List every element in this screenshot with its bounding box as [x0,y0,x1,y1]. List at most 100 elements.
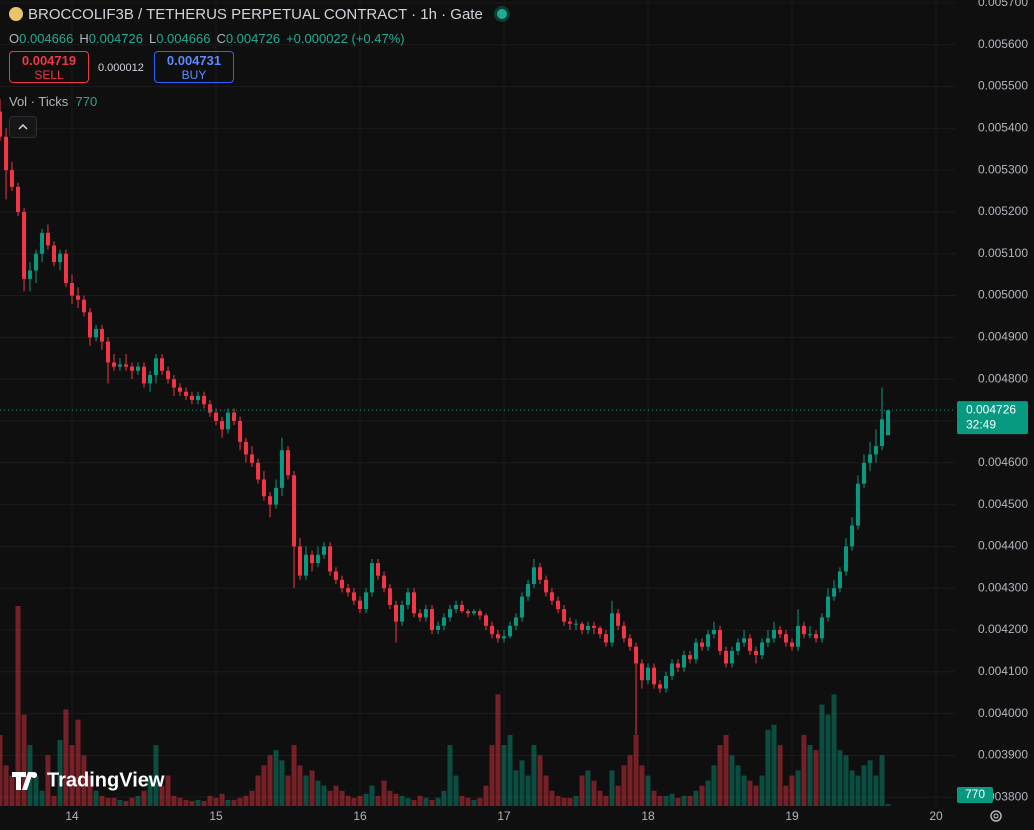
candle-body [285,450,290,476]
chevron[interactable] [18,123,28,130]
y-tick-label: 0.005100 [978,246,1028,260]
candle-body [177,387,182,392]
x-tick-label: 18 [641,809,655,823]
buy-label[interactable]: BUY [181,68,207,82]
volume-bar [771,724,777,806]
y-tick-label: 0.003900 [978,748,1028,762]
candle-body [261,479,266,497]
volume-bar [285,775,291,806]
volume-bar [207,795,213,806]
gear-hub[interactable] [993,813,999,819]
candle-body [807,634,812,636]
volume-bar [369,785,375,806]
volume-bar [63,709,69,806]
candle-body [292,475,297,547]
buy-price[interactable]: 0.004731 [166,53,222,68]
volume-bar [489,745,495,806]
candle-body [315,554,320,564]
candle-body [519,596,524,618]
volume-bar [3,765,9,806]
volume-badge: 770 [965,787,985,801]
volume-bar [753,785,759,806]
price-label: 0.004726 [966,402,1016,416]
volume-bar [633,734,639,806]
sell-price[interactable]: 0.004719 [21,53,77,68]
volume-bar [267,755,273,806]
gear[interactable] [990,810,1002,822]
candle-body [693,642,698,660]
candles [0,99,891,735]
volume-bar [813,750,819,806]
candle-body [639,663,644,681]
candle-body [699,642,704,647]
volume-bar [153,745,159,806]
candle-body [843,546,848,572]
volume-bar [873,775,879,806]
volume-bar [459,795,465,806]
buy-button[interactable]: 0.004731 BUY [154,51,234,83]
sell-button[interactable]: 0.004719 SELL [9,51,89,83]
volume-bar [681,795,687,806]
volume-bar [0,734,3,806]
volume-bar [699,785,705,806]
volume-bar [405,797,411,806]
ohlc-label: O [9,31,20,46]
x-tick-label: 17 [497,809,511,823]
y-tick-label: 0.005000 [978,288,1028,302]
volume-bar [819,704,825,806]
volume-bar [219,793,225,806]
candle-body [130,366,135,371]
y-tick-label: 0.004900 [978,330,1028,344]
ohlc-value: 0.004726 [88,31,143,46]
volume-bar [171,795,177,806]
ohlc-label: L [148,31,157,46]
candle-body [213,412,218,421]
ohlc-label: H [79,31,89,46]
volume-bar [261,765,267,806]
y-tick-label: 0.005200 [978,204,1028,218]
volume-bar [669,793,675,806]
volume-bar [759,775,765,806]
settings-icon[interactable] [990,810,1002,822]
candle-body [657,684,662,689]
candle-body [148,374,153,384]
y-tick-label: 0.005600 [978,37,1028,51]
candle-body [87,312,92,338]
volume-bar [147,775,153,806]
candle-body [58,253,63,263]
candle-body [441,617,446,626]
legend-title: BROCCOLIF3B / TETHERUS PERPETUAL CONTRAC… [9,6,507,23]
volume-bar [609,770,615,806]
volume-bar [57,740,63,806]
volume-bar [93,790,99,806]
volume-bar [801,734,807,806]
volume-bar [297,765,303,806]
candle-body [267,496,272,505]
candle-body [423,609,428,618]
candle-body [861,462,866,484]
volume-bar [183,799,189,806]
candle-body [321,546,326,555]
volume-title: Vol · Ticks [9,94,69,109]
sell-label[interactable]: SELL [34,68,64,82]
y-tick-label: 0.005300 [978,162,1028,176]
candle-body [555,600,560,610]
collapse-button[interactable] [9,116,37,138]
candle-body [171,379,176,388]
x-tick-label: 16 [353,809,367,823]
candle-body [562,609,567,622]
candle-body [837,571,842,589]
y-tick-label: 0.004400 [978,539,1028,553]
volume-bar [603,795,609,806]
volume-bar [381,780,387,806]
volume-bar [15,606,21,806]
volume-bar [831,694,837,806]
ohlc-legend: O0.004666 H0.004726 L0.004666 C0.004726 +0.0… [9,31,405,46]
volume-bar [645,775,651,806]
collapse-icon[interactable] [10,117,36,137]
title: BROCCOLIF3B / TETHERUS PERPETUAL CONTRAC… [28,6,483,23]
candle-body [249,454,254,463]
volume-bar [543,775,549,806]
